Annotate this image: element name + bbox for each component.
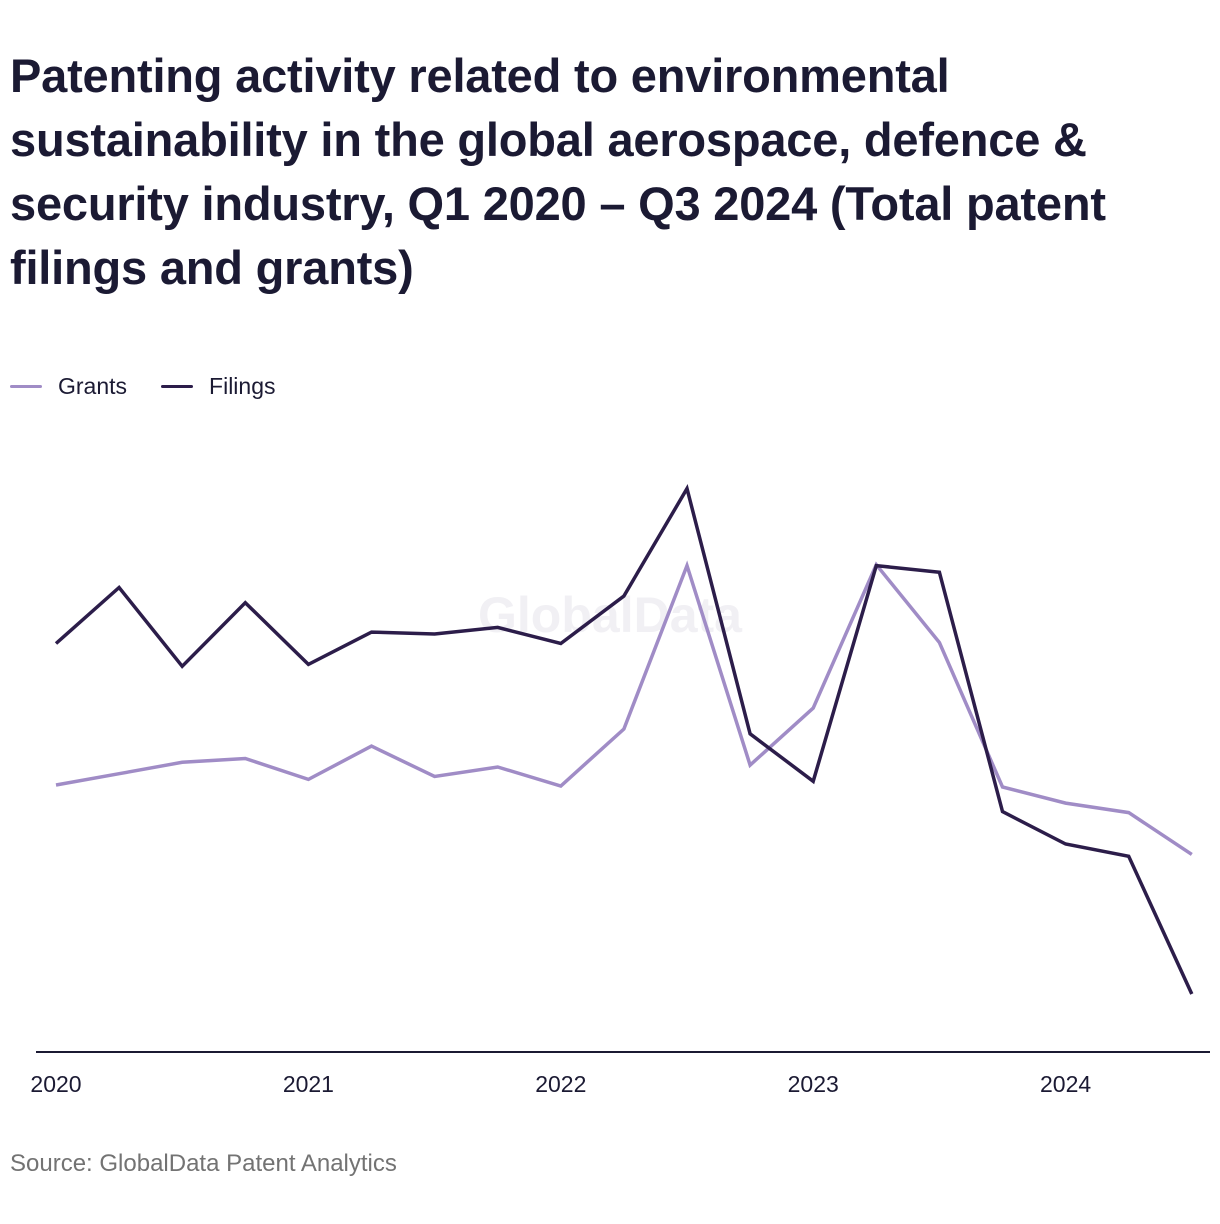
source-note: Source: GlobalData Patent Analytics [10, 1150, 397, 1177]
x-tick-label-2022: 2022 [535, 1071, 586, 1097]
chart-title: Patenting activity related to environmen… [10, 49, 1106, 294]
legend-label-filings: Filings [209, 372, 276, 399]
series-line-grants [55, 560, 1193, 856]
line-chart: GlobalData 2020 2021 2022 2023 2024 [30, 484, 1210, 1097]
series-layer [54, 484, 1194, 995]
legend-item-filings: Filings [161, 372, 276, 400]
x-tick-label-2024: 2024 [1040, 1071, 1091, 1097]
x-tick-label-2020: 2020 [30, 1071, 81, 1097]
legend-swatch-filings [161, 384, 194, 388]
x-tick-label-2021: 2021 [283, 1071, 334, 1097]
legend-label-grants: Grants [58, 372, 128, 399]
legend-swatch-grants [10, 384, 42, 388]
x-axis-ticks: 2020 2021 2022 2023 2024 [30, 1071, 1091, 1097]
x-tick-label-2023: 2023 [788, 1071, 839, 1097]
legend-item-grants: Grants [10, 373, 127, 400]
chart-legend: Grants Filings [10, 368, 310, 404]
series-line-filings [54, 484, 1194, 995]
